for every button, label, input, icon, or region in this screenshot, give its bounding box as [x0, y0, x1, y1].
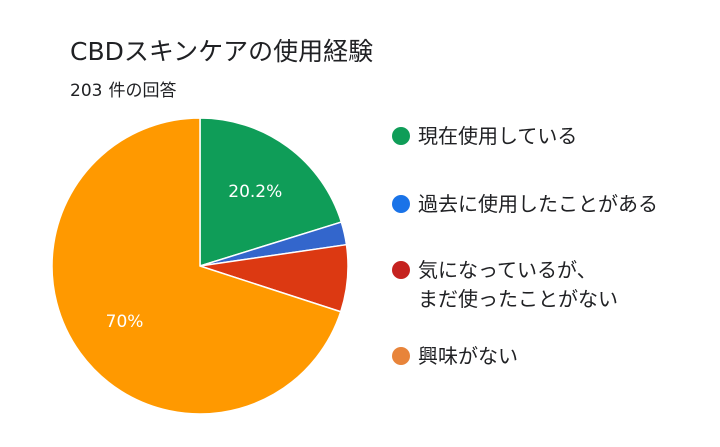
legend-label: 現在使用している: [418, 124, 578, 148]
legend-label: 気になっているが、 まだ使ったことがない: [418, 258, 618, 311]
legend-label: 興味がない: [418, 344, 518, 368]
chart-title: CBDスキンケアの使用経験: [70, 37, 374, 66]
pie-slice-3: [51, 117, 342, 415]
slice-label-0: 20.2%: [228, 182, 282, 202]
legend-label: 過去に使用したことがある: [418, 192, 658, 216]
response-count-number: 203: [70, 81, 103, 101]
slice-label-3: 70%: [106, 312, 144, 332]
legend-item-1: 過去に使用したことがある: [392, 190, 658, 219]
legend-swatch-icon: [392, 261, 410, 279]
legend-item-2: 気になっているが、 まだ使ったことがない: [392, 256, 618, 314]
legend-item-3: 興味がない: [392, 342, 518, 371]
legend-swatch-icon: [392, 127, 410, 145]
response-count-suffix: 件の回答: [108, 81, 177, 101]
legend-swatch-icon: [392, 347, 410, 365]
response-count: 203 件の回答: [70, 76, 176, 101]
legend-item-0: 現在使用している: [392, 122, 577, 151]
pie-slice-0: [199, 117, 343, 268]
legend-swatch-icon: [392, 195, 410, 213]
